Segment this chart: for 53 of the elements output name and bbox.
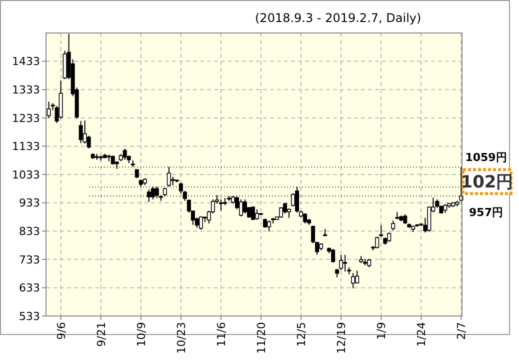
y-tick-label: 733	[19, 253, 40, 266]
x-tick-label: 12/5	[295, 322, 308, 347]
candlestick	[351, 272, 356, 289]
candlestick	[279, 206, 284, 218]
x-tick-label: 1/24	[415, 322, 428, 347]
x-tick-label: 2/7	[455, 322, 468, 340]
candlestick	[58, 80, 63, 120]
candlestick	[78, 120, 83, 144]
x-tick-label: 9/21	[94, 322, 108, 347]
ref-line-label: 957円	[469, 206, 503, 220]
candlestick	[218, 198, 223, 212]
candlestick	[343, 254, 348, 272]
y-tick-label: 1333	[12, 83, 40, 96]
candlestick	[46, 101, 51, 118]
chart-subtitle: (2018.9.3 - 2019.2.7, Daily)	[255, 11, 422, 25]
candlestick	[150, 186, 155, 200]
candlestick	[166, 166, 171, 188]
x-tick-label: 10/9	[134, 322, 148, 347]
candlestick	[154, 186, 159, 198]
x-tick-label: 1/9	[375, 322, 388, 340]
candlestick	[198, 216, 203, 230]
candlestick	[238, 198, 243, 217]
x-tick-label: 10/23	[174, 322, 188, 354]
candlestick	[339, 254, 344, 271]
candlestick	[146, 189, 151, 202]
y-tick-label: 1033	[12, 168, 40, 182]
candlestick	[110, 155, 115, 166]
y-tick-label: 1433	[12, 55, 40, 68]
y-tick-label: 1133	[12, 140, 40, 154]
x-tick-label: 11/6	[214, 322, 228, 347]
candlestick	[331, 248, 336, 264]
x-tick-label: 9/6	[54, 322, 68, 340]
x-tick-label: 12/19	[335, 322, 348, 354]
y-tick-label: 1233	[12, 112, 40, 125]
annotation: 102円	[460, 172, 514, 193]
candlestick	[403, 214, 408, 225]
y-tick-label: 933	[19, 196, 40, 210]
candlestick	[295, 186, 300, 214]
candlestick	[387, 232, 392, 242]
y-tick-label: 633	[19, 282, 40, 295]
candlestick	[82, 120, 87, 144]
y-tick-label: 533	[19, 310, 40, 323]
candlestick	[391, 220, 396, 232]
candlestick	[267, 220, 272, 232]
ref-line-label: 1059円	[465, 151, 507, 164]
x-tick-label: 11/20	[255, 322, 268, 354]
candlestick	[134, 168, 139, 179]
candlestick	[379, 224, 384, 238]
y-tick-label: 833	[19, 224, 40, 238]
candlestick	[242, 198, 247, 214]
candlestick	[255, 208, 260, 220]
candlestick	[122, 148, 127, 160]
candlestick	[283, 202, 288, 214]
